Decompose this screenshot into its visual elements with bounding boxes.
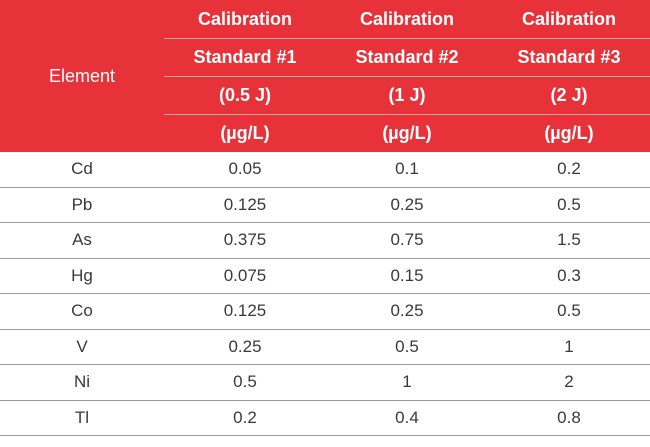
table-row: Hg 0.075 0.15 0.3 bbox=[0, 258, 650, 294]
table-header: Element Calibration Calibration Calibrat… bbox=[0, 0, 650, 152]
std2-cell: 0.5 bbox=[326, 329, 488, 365]
element-column-header: Element bbox=[0, 0, 164, 152]
table-row: Pb 0.125 0.25 0.5 bbox=[0, 187, 650, 223]
std1-cell: 0.5 bbox=[164, 364, 326, 401]
std3-cell: 0.3 bbox=[488, 258, 650, 294]
std2-cell: 0.25 bbox=[326, 293, 488, 330]
std3-header-line1: Calibration bbox=[488, 0, 650, 39]
element-cell: Co bbox=[0, 293, 164, 330]
std2-cell: 0.15 bbox=[326, 258, 488, 294]
std1-cell: 0.375 bbox=[164, 222, 326, 259]
table-row: Tl 0.2 0.4 0.8 bbox=[0, 400, 650, 436]
std3-header-line3: (2 J) bbox=[488, 76, 650, 115]
std3-cell: 1 bbox=[488, 329, 650, 365]
std2-header-line3: (1 J) bbox=[326, 76, 488, 115]
element-cell: Pb bbox=[0, 187, 164, 223]
std3-header-line4: (µg/L) bbox=[488, 114, 650, 152]
table-row: Cd 0.05 0.1 0.2 bbox=[0, 152, 650, 188]
table-row: Co 0.125 0.25 0.5 bbox=[0, 293, 650, 330]
std1-header-line1: Calibration bbox=[164, 0, 326, 39]
std2-cell: 0.75 bbox=[326, 222, 488, 259]
std3-cell: 0.5 bbox=[488, 293, 650, 330]
std3-header-line2: Standard #3 bbox=[488, 38, 650, 77]
std3-cell: 2 bbox=[488, 364, 650, 401]
std1-cell: 0.25 bbox=[164, 329, 326, 365]
std1-cell: 0.125 bbox=[164, 293, 326, 330]
std1-header-line3: (0.5 J) bbox=[164, 76, 326, 115]
element-cell: V bbox=[0, 329, 164, 365]
std2-header-line4: (µg/L) bbox=[326, 114, 488, 152]
table-row: V 0.25 0.5 1 bbox=[0, 329, 650, 365]
std2-cell: 0.25 bbox=[326, 187, 488, 223]
std1-cell: 0.05 bbox=[164, 152, 326, 188]
table-row: Ni 0.5 1 2 bbox=[0, 364, 650, 401]
std2-cell: 1 bbox=[326, 364, 488, 401]
std1-cell: 0.2 bbox=[164, 400, 326, 436]
table-body: Cd 0.05 0.1 0.2 Pb 0.125 0.25 0.5 As 0.3… bbox=[0, 152, 650, 436]
element-cell: As bbox=[0, 222, 164, 259]
std3-cell: 0.8 bbox=[488, 400, 650, 436]
std2-cell: 0.4 bbox=[326, 400, 488, 436]
std1-cell: 0.125 bbox=[164, 187, 326, 223]
table-row: As 0.375 0.75 1.5 bbox=[0, 222, 650, 259]
element-cell: Cd bbox=[0, 152, 164, 188]
std3-cell: 1.5 bbox=[488, 222, 650, 259]
std2-header-line2: Standard #2 bbox=[326, 38, 488, 77]
std3-cell: 0.5 bbox=[488, 187, 650, 223]
std2-cell: 0.1 bbox=[326, 152, 488, 188]
element-cell: Hg bbox=[0, 258, 164, 294]
std1-cell: 0.075 bbox=[164, 258, 326, 294]
std1-header-line2: Standard #1 bbox=[164, 38, 326, 77]
element-cell: Ni bbox=[0, 364, 164, 401]
element-cell: Tl bbox=[0, 400, 164, 436]
calibration-standards-table: Element Calibration Calibration Calibrat… bbox=[0, 0, 650, 436]
std2-header-line1: Calibration bbox=[326, 0, 488, 39]
std1-header-line4: (µg/L) bbox=[164, 114, 326, 152]
std3-cell: 0.2 bbox=[488, 152, 650, 188]
